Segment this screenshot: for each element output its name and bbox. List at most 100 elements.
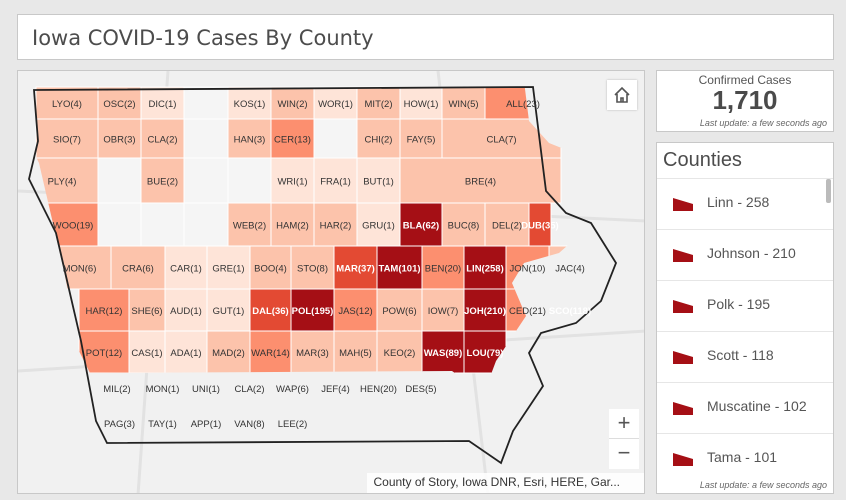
- county-was[interactable]: [421, 330, 465, 374]
- county-label: GRU(1): [362, 221, 395, 232]
- list-title: Counties: [663, 149, 742, 171]
- county-har[interactable]: [313, 202, 358, 247]
- county-label: WAR(14): [251, 348, 290, 359]
- county-label: HAR(12): [86, 306, 123, 317]
- county-label: TAM(101): [378, 264, 420, 275]
- county-cal[interactable]: [183, 202, 229, 247]
- stat-label: Confirmed Cases: [698, 73, 792, 87]
- county-label: CLA(2): [234, 384, 264, 395]
- county-obr[interactable]: [97, 118, 142, 159]
- county-symbol-icon: [673, 300, 693, 313]
- county-dic[interactable]: [140, 86, 185, 120]
- county-wor[interactable]: [313, 86, 358, 120]
- county-sio[interactable]: [35, 118, 99, 159]
- county-label: JEF(4): [321, 384, 350, 395]
- county-label: ALL(23): [506, 99, 540, 110]
- list-item-label: Linn - 258: [707, 194, 770, 210]
- county-poc[interactable]: [183, 157, 229, 204]
- county-mar[interactable]: [333, 245, 378, 290]
- county-web[interactable]: [227, 202, 272, 247]
- county-symbol-icon: [673, 249, 693, 262]
- county-mar[interactable]: [290, 330, 335, 374]
- list-item[interactable]: Tama - 101: [657, 434, 833, 473]
- county-pow[interactable]: [376, 288, 423, 332]
- county-label: BUT(1): [363, 177, 394, 188]
- county-war[interactable]: [249, 330, 292, 374]
- county-label: SIO(7): [53, 135, 81, 146]
- county-label: MAH(5): [339, 348, 372, 359]
- list-item[interactable]: Polk - 195: [657, 281, 833, 332]
- county-ham[interactable]: [270, 202, 315, 247]
- counties-list-panel: Counties Linn - 258 Johnson - 210 Polk -…: [656, 142, 834, 494]
- county-iow[interactable]: [421, 288, 465, 332]
- list-scrollbar[interactable]: [826, 179, 831, 203]
- list-item[interactable]: Scott - 118: [657, 332, 833, 383]
- county-label: JOH(210): [464, 306, 506, 317]
- county-aud[interactable]: [164, 288, 208, 332]
- county-label: CER(13): [274, 135, 311, 146]
- county-label: LEE(2): [278, 419, 308, 430]
- county-cra[interactable]: [110, 245, 166, 290]
- county-boo[interactable]: [249, 245, 292, 290]
- county-fra[interactable]: [313, 157, 358, 204]
- county-sac[interactable]: [140, 202, 185, 247]
- county-label: WIN(5): [448, 99, 478, 110]
- county-har[interactable]: [78, 288, 130, 332]
- county-ida[interactable]: [97, 202, 142, 247]
- county-label: CLA(7): [486, 135, 516, 146]
- county-label: WAS(89): [424, 348, 463, 359]
- county-pal[interactable]: [183, 118, 229, 159]
- county-gre[interactable]: [206, 245, 251, 290]
- county-symbol-icon: [673, 198, 693, 211]
- county-label: POT(12): [86, 348, 122, 359]
- map-view[interactable]: LYO(4) OSC(2) DIC(1) KOS(1) WIN(2) WOR(1) MIT(…: [17, 70, 645, 494]
- county-ada[interactable]: [164, 330, 208, 374]
- county-label: CAR(1): [170, 264, 202, 275]
- county-label: SHE(6): [131, 306, 162, 317]
- county-label: BUC(8): [448, 221, 480, 232]
- county-label: HAR(2): [320, 221, 352, 232]
- county-bue[interactable]: [140, 157, 185, 204]
- county-label: CED(21): [509, 306, 546, 317]
- county-cas[interactable]: [128, 330, 166, 374]
- county-label: POW(6): [382, 306, 416, 317]
- county-flo[interactable]: [313, 118, 358, 159]
- county-label: SCO(118): [549, 306, 591, 317]
- county-bre[interactable]: [399, 157, 562, 204]
- county-buc[interactable]: [441, 202, 486, 247]
- county-label: MIT(2): [365, 99, 393, 110]
- list-item[interactable]: Johnson - 210: [657, 230, 833, 281]
- list-item[interactable]: Muscatine - 102: [657, 383, 833, 434]
- county-gru[interactable]: [356, 202, 401, 247]
- list-item[interactable]: Linn - 258: [657, 179, 833, 230]
- county-mad[interactable]: [206, 330, 251, 374]
- title-panel: Iowa COVID-19 Cases By County: [17, 14, 834, 60]
- county-lyo[interactable]: [35, 86, 99, 120]
- list-item-label: Muscatine - 102: [707, 398, 807, 414]
- county-label: MAR(37): [336, 264, 375, 275]
- map-attribution: County of Story, Iowa DNR, Esri, HERE, G…: [367, 473, 644, 493]
- zoom-in-button[interactable]: +: [609, 409, 639, 439]
- county-han[interactable]: [227, 118, 272, 159]
- home-button[interactable]: [607, 80, 637, 110]
- county-hum[interactable]: [227, 157, 272, 204]
- county-label: APP(1): [191, 419, 222, 430]
- county-dal[interactable]: [249, 288, 292, 332]
- county-label: POL(195): [292, 306, 334, 317]
- county-label: WAP(6): [276, 384, 309, 395]
- stat-value: 1,710: [712, 85, 778, 115]
- county-label: WEB(2): [233, 221, 266, 232]
- county-kos[interactable]: [227, 86, 272, 120]
- county-label: MON(1): [146, 384, 180, 395]
- county-label: LIN(258): [466, 264, 503, 275]
- county-ben[interactable]: [421, 245, 465, 290]
- county-che[interactable]: [97, 157, 142, 204]
- zoom-out-button[interactable]: −: [609, 439, 639, 469]
- county-map[interactable]: LYO(4) OSC(2) DIC(1) KOS(1) WIN(2) WOR(1) MIT(…: [18, 71, 645, 494]
- county-emm[interactable]: [183, 86, 229, 120]
- list-item-label: Polk - 195: [707, 296, 771, 312]
- county-label: AUD(1): [170, 306, 202, 317]
- county-lin[interactable]: [463, 245, 507, 290]
- county-keo[interactable]: [376, 330, 423, 374]
- counties-list[interactable]: Linn - 258 Johnson - 210 Polk - 195 Scot…: [657, 178, 833, 473]
